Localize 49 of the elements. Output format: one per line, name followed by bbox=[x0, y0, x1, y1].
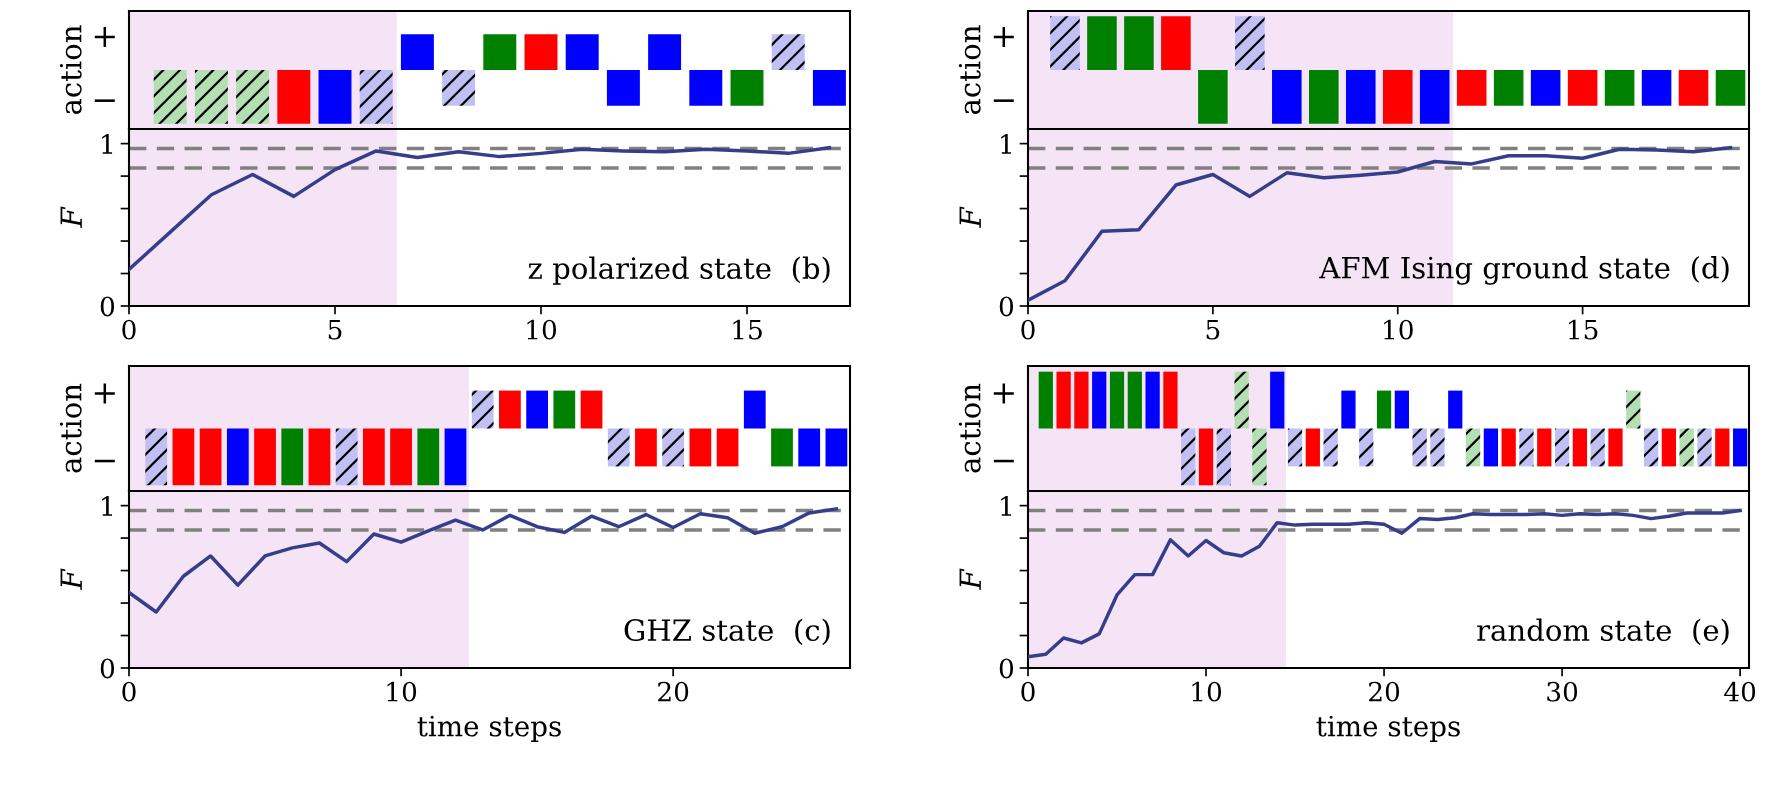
x-tick-label: 10 bbox=[527, 319, 557, 340]
x-tick-label: 30 bbox=[1547, 681, 1578, 702]
x-tick-label: 40 bbox=[1724, 681, 1756, 702]
y-axis-title: F bbox=[959, 206, 981, 229]
x-axis-title: time steps bbox=[1316, 715, 1460, 742]
x-tick-label: 0 bbox=[1021, 319, 1035, 340]
text: − bbox=[94, 99, 115, 102]
text: − bbox=[993, 459, 1014, 463]
x-tick-label: 0 bbox=[1021, 681, 1035, 702]
y-tick-label: 1 bbox=[102, 134, 113, 154]
y-axis-title: action bbox=[958, 383, 981, 473]
y-tick-label: 1 bbox=[1001, 496, 1012, 516]
y-tick-label: 0 bbox=[999, 296, 1014, 317]
x-tick-label: 5 bbox=[1206, 320, 1220, 340]
y-tick-label: 0 bbox=[999, 658, 1014, 679]
text: + bbox=[993, 26, 1014, 47]
x-tick-label: 10 bbox=[1384, 319, 1413, 340]
y-axis-title: action bbox=[59, 383, 82, 473]
x-tick-label: 0 bbox=[122, 681, 136, 702]
y-axis-title: action bbox=[958, 25, 981, 115]
y-axis-title: F bbox=[959, 568, 981, 591]
x-tick-label: 5 bbox=[328, 320, 342, 340]
text: − bbox=[94, 459, 115, 463]
text: + bbox=[94, 26, 115, 47]
y-tick-label: 0 bbox=[100, 658, 115, 679]
text: + bbox=[993, 383, 1014, 404]
line-series bbox=[129, 507, 839, 614]
line-series bbox=[1028, 145, 1733, 303]
text: − bbox=[993, 99, 1014, 102]
x-tick-label: 10 bbox=[387, 681, 417, 702]
x-tick-label: 15 bbox=[1569, 319, 1598, 340]
x-tick-label: 15 bbox=[733, 319, 762, 340]
x-tick-label: 20 bbox=[1369, 681, 1400, 702]
y-tick-label: 1 bbox=[102, 496, 113, 516]
x-tick-label: 20 bbox=[658, 681, 689, 702]
x-axis-title: time steps bbox=[417, 715, 561, 742]
y-tick-label: 1 bbox=[1001, 134, 1012, 154]
y-tick-label: 0 bbox=[100, 296, 115, 317]
x-tick-label: 10 bbox=[1192, 681, 1222, 702]
annotation: AFM Ising ground state (d) bbox=[1319, 256, 1729, 285]
y-axis-title: F bbox=[60, 568, 82, 591]
line-series bbox=[1028, 508, 1742, 659]
y-axis-title: F bbox=[60, 206, 82, 229]
annotation: random state (e) bbox=[1477, 618, 1729, 646]
text: + bbox=[94, 383, 115, 404]
x-tick-label: 0 bbox=[122, 319, 136, 340]
annotation: z polarized state (b) bbox=[528, 256, 830, 285]
y-axis-title: action bbox=[59, 25, 82, 115]
annotation: GHZ state (c) bbox=[624, 618, 830, 646]
